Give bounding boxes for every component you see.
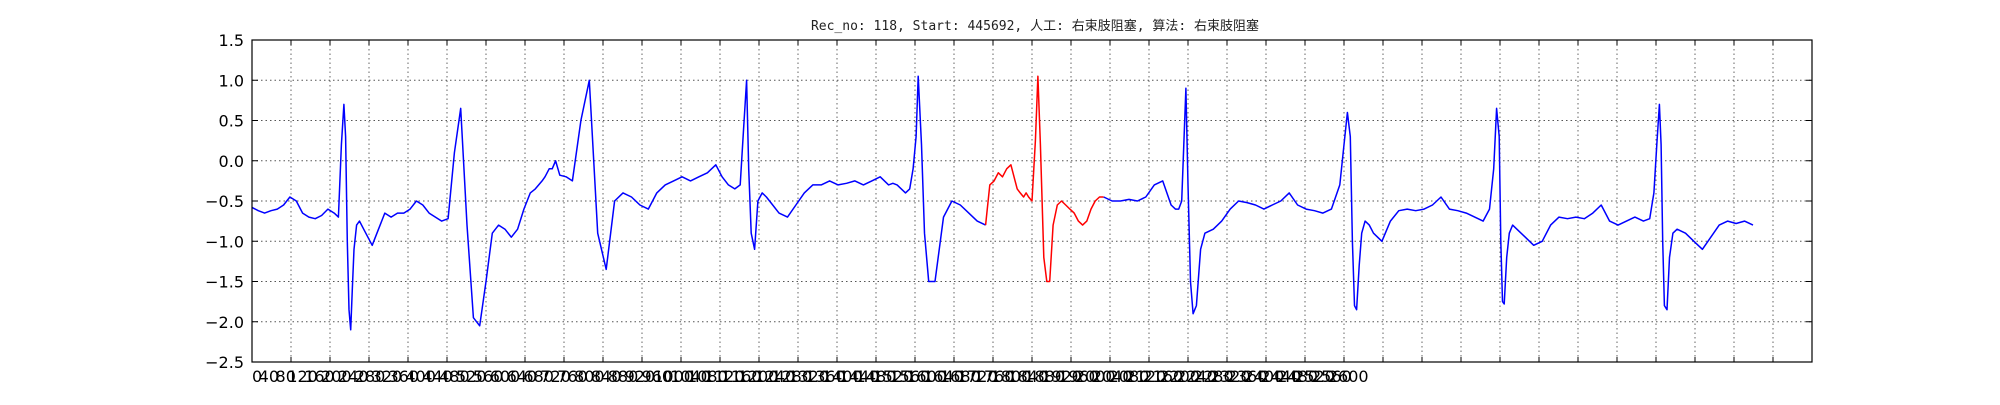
x-tick-label: 1360 <box>805 367 846 386</box>
x-tick-label: 1280 <box>771 367 812 386</box>
x-tick-label: 2440 <box>1260 367 1301 386</box>
x-tick-label: 1160 <box>721 367 762 386</box>
y-axis-tick-labels: 1.5 1.0 0.5 0.0 −0.5 −1.0 −1.5 −2.0 −2.5 <box>205 31 244 372</box>
x-tick-label: 2480 <box>1277 367 1318 386</box>
x-tick-label: 400 <box>405 367 436 386</box>
x-tick-label: 720 <box>540 367 571 386</box>
x-tick-label: 2000 <box>1075 367 1116 386</box>
x-tick-label: 1920 <box>1041 367 1082 386</box>
x-tick-label: 1880 <box>1024 367 1065 386</box>
x-tick-label: 1720 <box>957 367 998 386</box>
x-tick-label: 2280 <box>1193 367 1234 386</box>
x-tick-label: 960 <box>641 367 672 386</box>
x-tick-label: 1040 <box>670 367 711 386</box>
x-tick-label: 80 <box>276 367 296 386</box>
x-tick-label: 1600 <box>906 367 947 386</box>
x-tick-label: 360 <box>389 367 420 386</box>
x-tick-label: 2600 <box>1328 367 1369 386</box>
y-tick-label: −1.5 <box>205 273 244 292</box>
x-tick-label: 2120 <box>1125 367 1166 386</box>
y-tick-label: −2.5 <box>205 353 244 372</box>
x-tick-label: 2160 <box>1142 367 1183 386</box>
y-tick-label: −1.0 <box>205 232 244 251</box>
x-tick-label: 600 <box>490 367 521 386</box>
x-axis-tick-labels: 0408012016020024028032036040044048052056… <box>252 367 1369 386</box>
x-tick-label: 520 <box>456 367 487 386</box>
x-tick-label: 1760 <box>974 367 1015 386</box>
x-tick-label: 40 <box>259 367 279 386</box>
y-tick-label: 0.0 <box>219 152 244 171</box>
x-tick-label: 240 <box>338 367 369 386</box>
x-tick-label: 2360 <box>1227 367 1268 386</box>
x-tick-label: 280 <box>355 367 386 386</box>
x-tick-label: 440 <box>422 367 453 386</box>
x-tick-label: 1080 <box>687 367 728 386</box>
x-tick-label: 160 <box>304 367 335 386</box>
x-tick-label: 1120 <box>704 367 745 386</box>
x-tick-label: 2520 <box>1294 367 1335 386</box>
x-tick-label: 320 <box>372 367 403 386</box>
x-tick-label: 2080 <box>1109 367 1150 386</box>
x-tick-label: 2320 <box>1210 367 1251 386</box>
x-tick-label: 1240 <box>754 367 795 386</box>
x-tick-label: 120 <box>287 367 318 386</box>
x-tick-label: 2200 <box>1159 367 1200 386</box>
x-tick-label: 760 <box>557 367 588 386</box>
x-tick-label: 640 <box>507 367 538 386</box>
series-line-3 <box>1103 87 1754 315</box>
x-tick-label: 200 <box>321 367 352 386</box>
x-tick-label: 1200 <box>738 367 779 386</box>
y-tick-label: −0.5 <box>205 192 244 211</box>
x-tick-label: 1400 <box>822 367 863 386</box>
chart-title: Rec_no: 118, Start: 445692, 人工: 右束肢阻塞, 算… <box>811 18 1259 34</box>
series-line-1 <box>251 75 986 331</box>
series-line-2 <box>984 75 1104 283</box>
x-tick-label: 2400 <box>1244 367 1285 386</box>
x-tick-label: 680 <box>523 367 554 386</box>
x-tick-label: 1840 <box>1007 367 1048 386</box>
x-tick-label: 1480 <box>856 367 897 386</box>
x-tick-label: 1320 <box>788 367 829 386</box>
x-tick-label: 2560 <box>1311 367 1352 386</box>
x-tick-label: 1960 <box>1058 367 1099 386</box>
x-tick-label: 1000 <box>653 367 694 386</box>
x-tick-label: 1560 <box>889 367 930 386</box>
x-tick-label: 0 <box>252 367 262 386</box>
y-tick-label: 0.5 <box>219 112 244 131</box>
x-tick-label: 880 <box>608 367 639 386</box>
x-tick-label: 840 <box>591 367 622 386</box>
y-tick-label: 1.5 <box>219 31 244 50</box>
series-layer <box>251 75 1754 331</box>
y-tick-label: −2.0 <box>205 313 244 332</box>
x-tick-label: 800 <box>574 367 605 386</box>
x-tick-label: 1440 <box>839 367 880 386</box>
x-tick-label: 1680 <box>940 367 981 386</box>
x-tick-label: 2040 <box>1092 367 1133 386</box>
ticks-layer <box>252 39 1812 363</box>
x-tick-label: 480 <box>439 367 470 386</box>
x-tick-label: 1800 <box>991 367 1032 386</box>
x-tick-label: 1640 <box>923 367 964 386</box>
x-tick-label: 2240 <box>1176 367 1217 386</box>
x-tick-label: 920 <box>625 367 656 386</box>
x-tick-label: 1520 <box>873 367 914 386</box>
y-tick-label: 1.0 <box>219 71 244 90</box>
x-tick-label: 560 <box>473 367 504 386</box>
